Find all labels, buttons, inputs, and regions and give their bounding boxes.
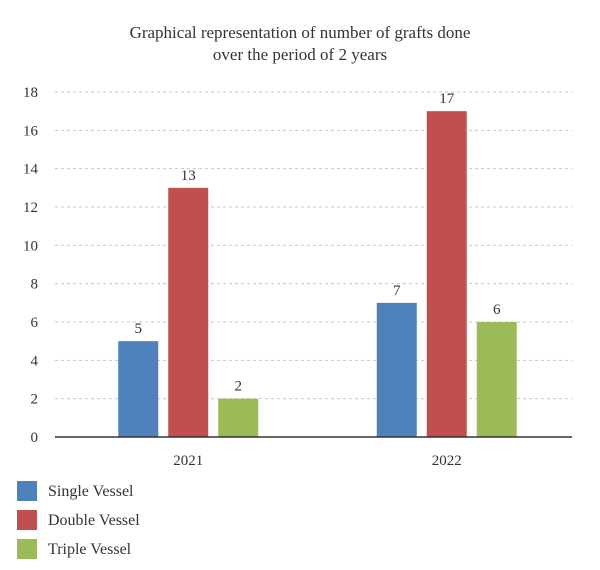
y-tick-label: 16 bbox=[23, 123, 39, 139]
y-tick-label: 10 bbox=[23, 238, 38, 254]
legend-label: Triple Vessel bbox=[48, 541, 132, 558]
y-tick-label: 12 bbox=[23, 200, 38, 216]
x-axis-categories: 2021 2022 bbox=[173, 453, 462, 469]
x-category-label: 2021 bbox=[173, 453, 203, 469]
legend-item: Double Vessel bbox=[17, 510, 140, 530]
bar bbox=[118, 341, 159, 437]
data-label: 17 bbox=[439, 91, 455, 107]
y-axis-ticks: 0 2 4 6 8 10 12 14 16 18 bbox=[23, 85, 39, 446]
chart-title-line-2: over the period of 2 years bbox=[213, 45, 387, 64]
y-tick-label: 2 bbox=[31, 392, 39, 408]
y-tick-label: 8 bbox=[31, 277, 39, 293]
y-tick-label: 18 bbox=[23, 85, 38, 101]
bar bbox=[168, 187, 209, 437]
bar bbox=[426, 111, 467, 438]
y-tick-label: 14 bbox=[23, 162, 39, 178]
legend: Single Vessel Double Vessel Triple Vessel bbox=[17, 481, 140, 559]
y-tick-label: 4 bbox=[31, 353, 39, 369]
data-label: 5 bbox=[135, 321, 143, 337]
bar bbox=[218, 398, 259, 437]
x-category-label: 2022 bbox=[432, 453, 462, 469]
chart-title: Graphical representation of number of gr… bbox=[130, 23, 471, 64]
y-tick-label: 6 bbox=[31, 315, 39, 331]
legend-label: Single Vessel bbox=[48, 483, 134, 500]
chart-title-line-1: Graphical representation of number of gr… bbox=[130, 23, 471, 42]
bar bbox=[476, 322, 517, 437]
data-label: 7 bbox=[393, 283, 401, 299]
data-label: 13 bbox=[181, 168, 196, 184]
bars bbox=[118, 111, 517, 438]
legend-swatch bbox=[17, 481, 37, 501]
data-label: 6 bbox=[493, 302, 501, 318]
legend-label: Double Vessel bbox=[48, 512, 140, 529]
legend-item: Triple Vessel bbox=[17, 539, 132, 559]
legend-swatch bbox=[17, 510, 37, 530]
bar bbox=[376, 302, 417, 437]
legend-swatch bbox=[17, 539, 37, 559]
y-tick-label: 0 bbox=[31, 430, 39, 446]
data-labels: 5 13 2 7 17 6 bbox=[135, 91, 502, 395]
data-label: 2 bbox=[235, 379, 243, 395]
legend-item: Single Vessel bbox=[17, 481, 134, 501]
